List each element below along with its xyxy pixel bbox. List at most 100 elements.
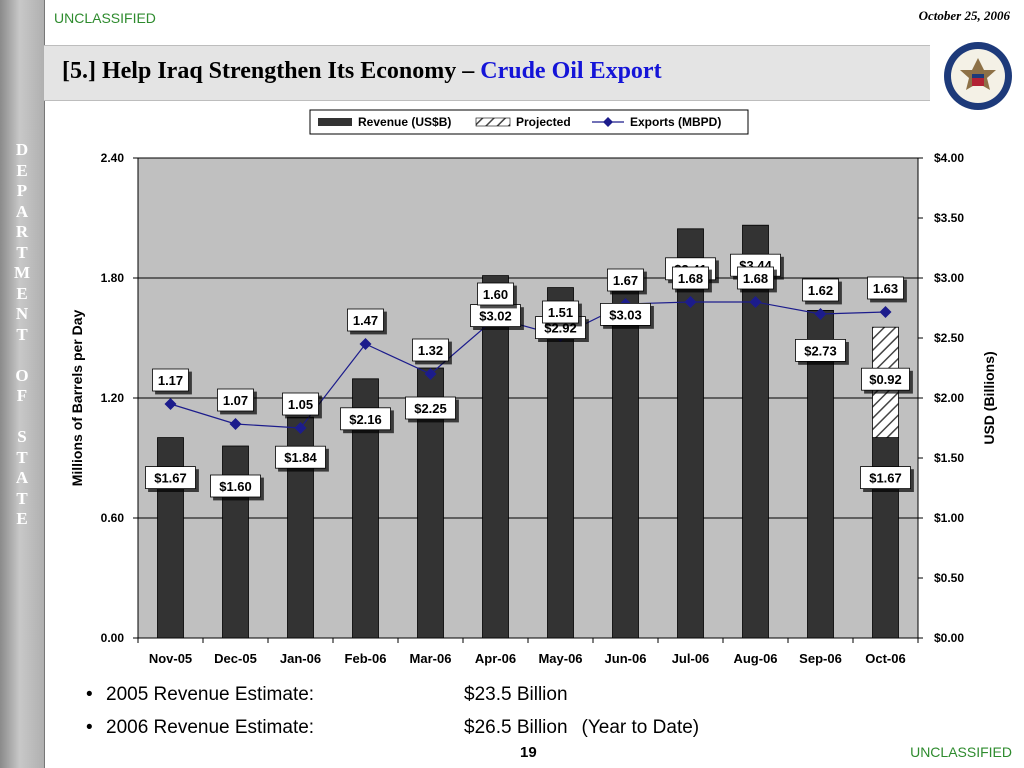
exports-data-label-group: 1.47 [347,308,384,332]
revenue-data-label: $3.02 [479,309,512,324]
date: October 25, 2006 [918,8,1010,23]
revenue-bar [482,275,509,639]
revenue-data-label-box [405,396,456,420]
projected-data-label: $0.92 [869,372,902,387]
x-tick-label: Jul-06 [672,651,710,666]
sidebar-letter: P [16,181,28,200]
sidebar-letter: E [16,509,28,528]
exports-data-label-box [282,392,319,416]
revenue-data-label-group: $1.60 [210,474,261,498]
exports-point [229,418,242,430]
sidebar-letter: T [16,242,28,262]
left-sidebar [0,0,45,768]
exports-data-label: 1.05 [288,397,313,412]
bullet-item: • 2006 Revenue Estimate: $26.5 Billion (… [86,711,699,744]
bullet-label: 2005 Revenue Estimate: [106,683,315,705]
revenue-data-label-group: $1.67 [145,466,196,490]
bullet-label: 2006 Revenue Estimate: [106,716,315,738]
exports-data-label: 1.60 [483,287,508,302]
exports-data-label-box [347,308,384,332]
exports-data-label-group: 1.07 [217,388,254,412]
revenue-data-label: $2.92 [544,321,577,336]
revenue-data-label-box [275,445,326,469]
revenue-data-label-group: $2.25 [405,396,456,420]
sidebar-letter: M [13,263,31,282]
classification-top: UNCLASSIFIED [54,10,156,26]
legend-swatch-projected [475,117,511,127]
exports-data-label-group: 1.68 [737,266,774,290]
legend-label-revenue: Revenue (US$B) [358,115,451,129]
y-tick-label: 0.60 [101,511,125,525]
revenue-bar [742,224,769,639]
revenue-data-label-box [145,466,196,490]
y-tick-label: 1.20 [101,391,125,405]
revenue-data-label-box [210,474,261,498]
sidebar-letter: E [16,283,28,303]
exports-data-label-group: 1.67 [607,268,644,292]
x-tick-label: Aug-06 [733,651,777,666]
bullet-dot: • [86,716,93,738]
revenue-bar [612,273,639,639]
sidebar-letter: E [16,160,28,180]
revenue-data-label: $1.67 [869,471,902,486]
exports-data-label-box [607,268,644,292]
exports-data-label: 1.47 [353,313,378,328]
x-tick-label: Jun-06 [605,651,647,666]
exports-point [749,296,762,308]
exports-data-label-box [217,388,254,412]
exports-data-label-box [672,266,709,290]
revenue-data-label: $1.84 [284,450,317,465]
y-tick-label: 1.80 [101,271,125,285]
y2-tick-label: $4.00 [934,151,964,165]
exports-data-label-group: 1.17 [152,368,189,392]
exports-data-label-group: 1.63 [867,276,904,300]
exports-data-label-group: 1.32 [412,338,449,362]
sidebar-letter: A [15,468,29,487]
y2-tick-label: $3.00 [934,271,964,285]
page-number: 19 [520,744,537,761]
x-tick-label: Oct-06 [865,651,905,666]
revenue-data-label-box [340,407,391,431]
exports-point [879,306,892,318]
department-seal-icon [932,40,1024,112]
exports-data-label-group: 1.05 [282,392,319,416]
bullet-list: • 2005 Revenue Estimate: $23.5 Billion •… [86,678,699,744]
bullet-dot: • [86,683,93,705]
x-tick-label: Apr-06 [475,651,516,666]
exports-data-label: 1.63 [873,281,898,296]
sidebar-letter: F [16,386,28,405]
bullet-item: • 2005 Revenue Estimate: $23.5 Billion [86,678,699,711]
exports-point [814,308,827,320]
x-tick-label: Jan-06 [280,651,321,666]
exports-data-label-group: 1.68 [672,266,709,290]
exports-line [170,301,886,429]
revenue-data-label-box [600,302,651,326]
exports-data-label: 1.07 [223,393,248,408]
x-tick-label: Mar-06 [410,651,452,666]
sidebar-letter: T [16,488,28,508]
revenue-bar [677,228,704,639]
sidebar-letter: T [16,447,28,467]
legend-box [309,109,749,135]
revenue-bar [807,309,834,639]
revenue-data-label-group: $1.84 [275,445,326,469]
legend-label-projected: Projected [516,115,571,129]
y2-axis-label: USD (Billions) [981,351,997,444]
revenue-data-label: $2.25 [414,401,447,416]
exports-data-label: 1.68 [743,271,768,286]
y-tick-label: 2.40 [101,151,125,165]
y2-tick-label: $1.50 [934,451,964,465]
x-tick-label: Dec-05 [214,651,257,666]
exports-data-label-box [542,300,579,324]
exports-point [359,338,372,350]
exports-data-label: 1.68 [678,271,703,286]
x-tick-label: Feb-06 [345,651,387,666]
x-tick-label: Sep-06 [799,651,842,666]
exports-data-label: 1.67 [613,273,638,288]
projected-data-label-group: $0.92 [861,367,910,391]
exports-data-label-box [867,276,904,300]
exports-data-label-group: 1.62 [802,278,839,302]
title-bar [44,45,930,101]
